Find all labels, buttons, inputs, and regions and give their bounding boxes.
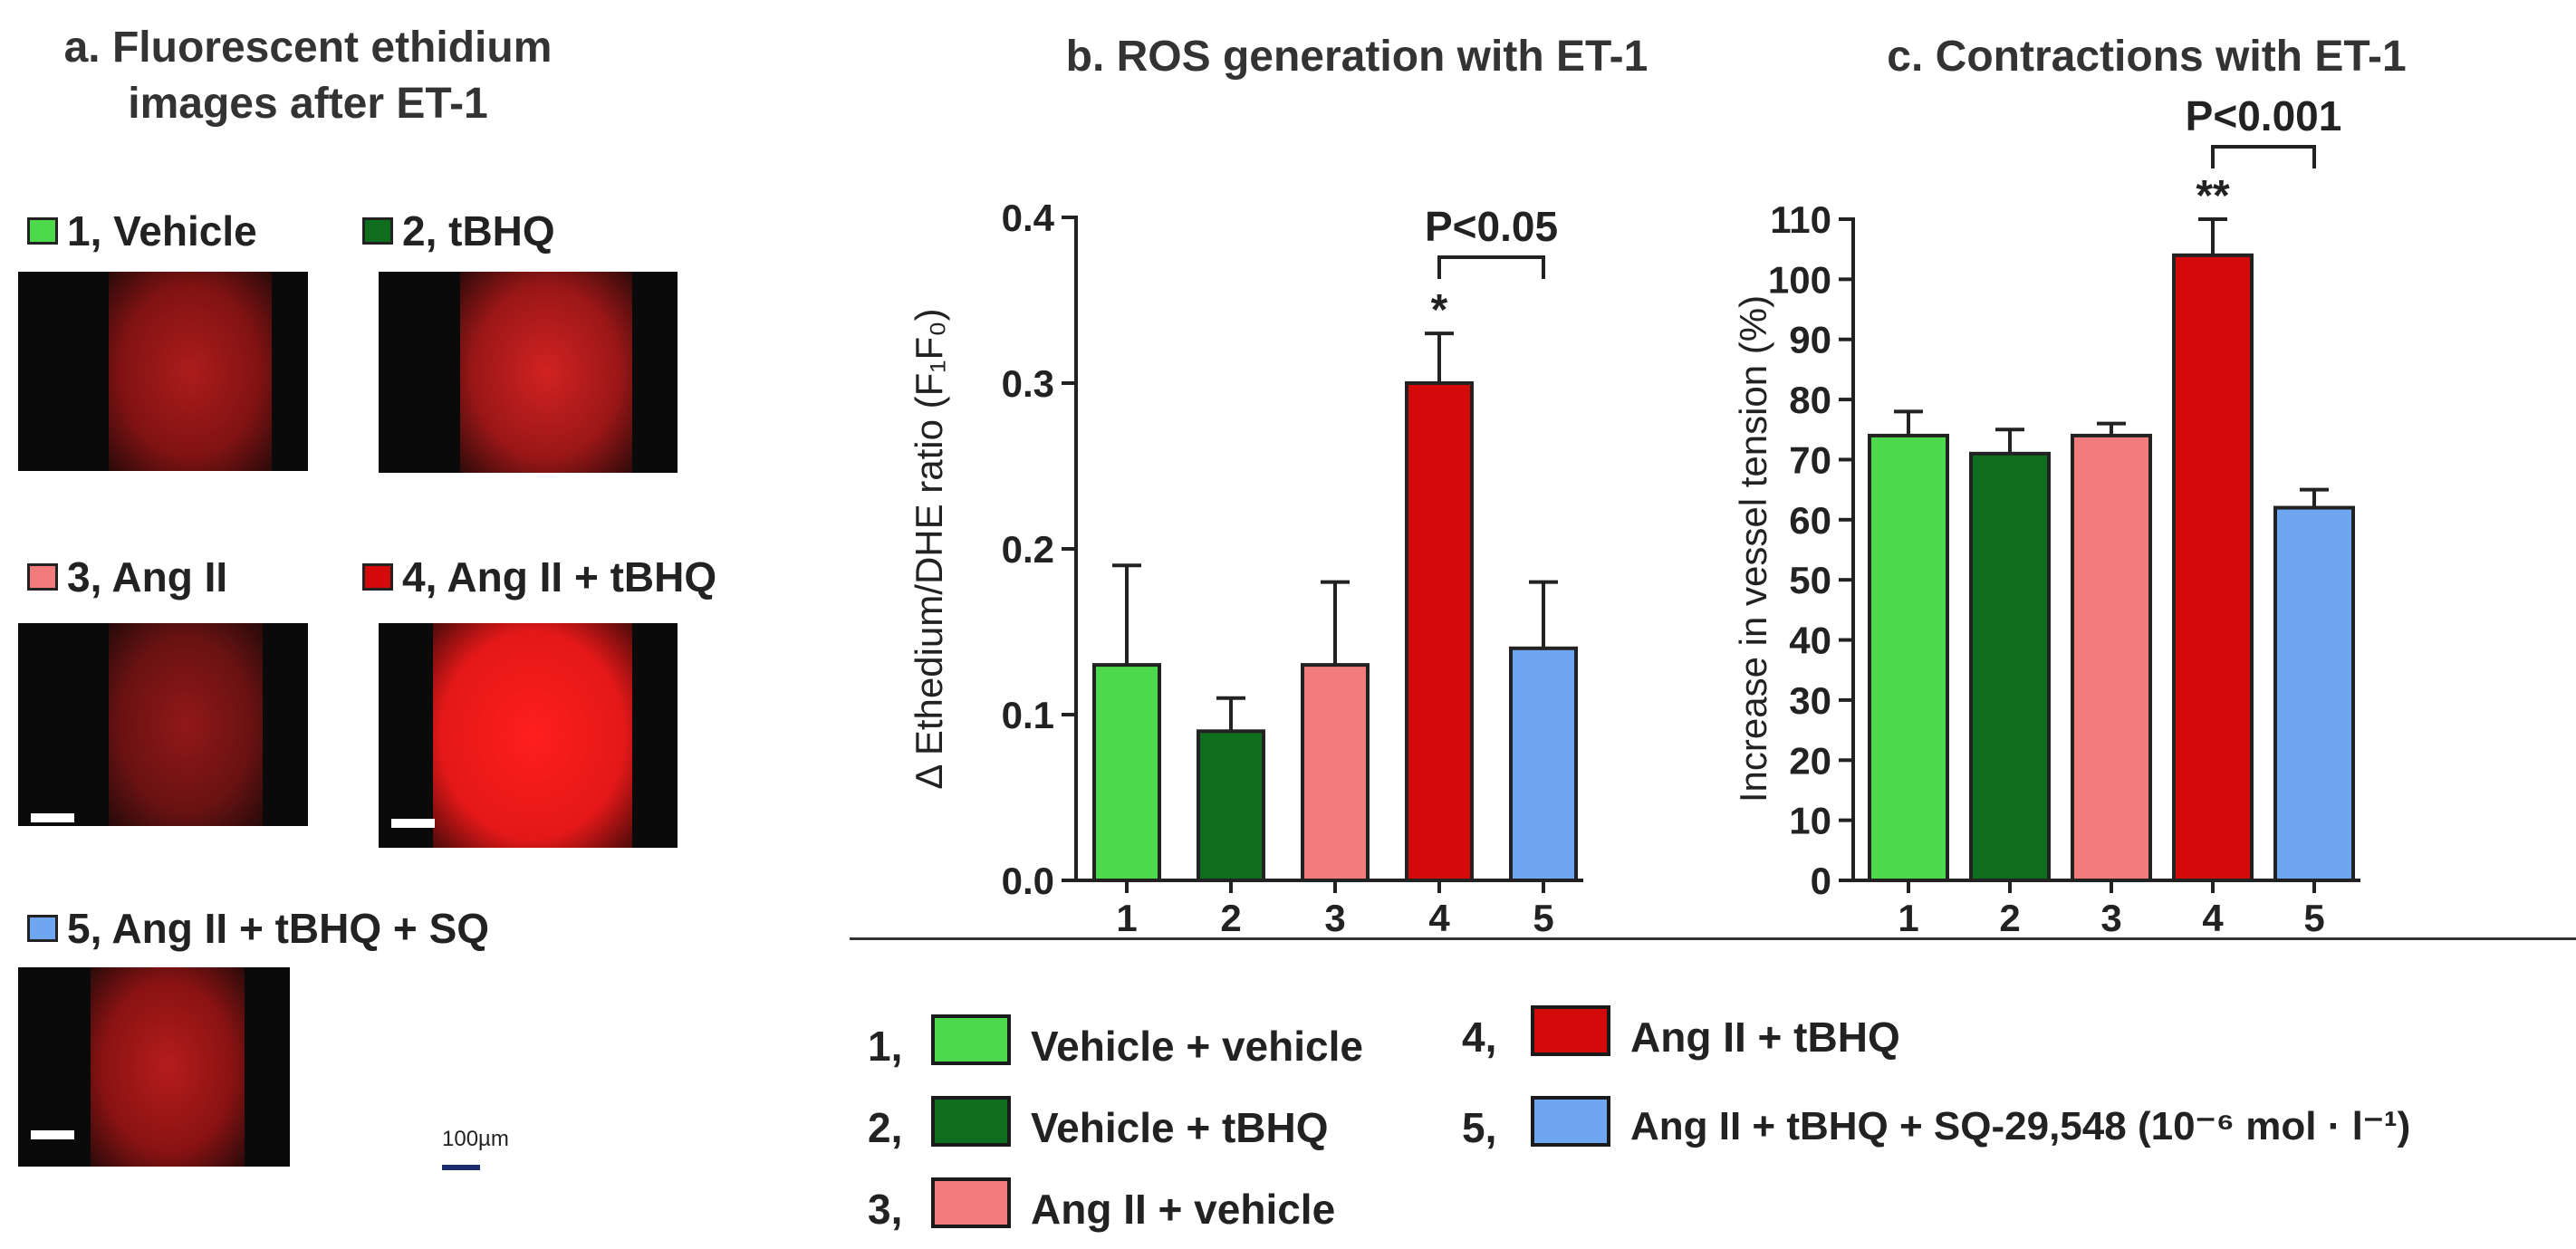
ethidium-band (109, 272, 272, 471)
legend-swatch-4 (1531, 1005, 1610, 1056)
bar (1969, 451, 2051, 882)
legend-label-4: Ang II + tBHQ (1630, 1014, 1900, 1061)
legend-label-1: Vehicle + vehicle (1031, 1023, 1363, 1070)
y-tick-label: 80 (1789, 379, 1831, 421)
bar (1092, 663, 1161, 882)
micrograph-2 (379, 272, 678, 473)
legend-swatch-2 (931, 1096, 1011, 1147)
x-tick-label: 3 (2100, 897, 2121, 939)
bar (1868, 433, 1949, 882)
y-tick-label: 20 (1789, 739, 1831, 782)
x-tick-label: 4 (1428, 897, 1450, 939)
bar (2172, 253, 2254, 882)
micrograph-3 (18, 623, 308, 826)
y-tick-label: 50 (1789, 559, 1831, 601)
y-tick-label: 0.2 (1002, 528, 1054, 571)
y-tick-label: 10 (1789, 800, 1831, 842)
y-tick-label: 30 (1789, 679, 1831, 722)
image-label-1: 1, Vehicle (27, 207, 257, 255)
swatch-angii (27, 563, 58, 591)
scale-bar (391, 819, 435, 828)
ethidium-band (91, 967, 245, 1167)
y-tick-label: 0 (1811, 860, 1831, 902)
p-value-label: P<0.05 (1425, 203, 1558, 250)
legend-num-3: 3, (868, 1186, 903, 1233)
x-tick-label: 2 (1999, 897, 2020, 939)
y-tick-label: 0.0 (1002, 860, 1054, 902)
x-tick-label: 5 (1533, 897, 1553, 939)
x-tick-label: 4 (2202, 897, 2224, 939)
swatch-angii-tbhq-sq (27, 915, 58, 942)
chart-title: b. ROS generation with ET-1 (1066, 33, 1648, 81)
micrograph-5 (18, 967, 290, 1167)
ethidium-band (433, 623, 632, 848)
image-label-3-text: 3, Ang II (67, 553, 228, 600)
y-tick-label: 100 (1768, 258, 1831, 301)
chart-title: c. Contractions with ET-1 (1887, 33, 2406, 81)
scale-bar (31, 1130, 74, 1139)
scale-legend-bar (442, 1165, 480, 1170)
panel-a-title-line1: a. Fluorescent ethidium (63, 24, 553, 72)
bar (1197, 729, 1265, 882)
panel-a-title-line2: images after ET-1 (128, 80, 488, 128)
swatch-angii-tbhq (362, 563, 393, 591)
legend-swatch-1 (931, 1014, 1011, 1065)
image-label-1-text: 1, Vehicle (67, 207, 257, 255)
y-tick-label: 110 (1770, 198, 1831, 241)
image-label-5-text: 5, Ang II + tBHQ + SQ (67, 905, 490, 952)
x-tick-label: 1 (1898, 897, 1918, 939)
image-label-2: 2, tBHQ (362, 207, 555, 255)
image-label-4-text: 4, Ang II + tBHQ (402, 553, 717, 600)
y-axis-label: Δ Ethedium/DHE ratio (F₁F₀) (908, 308, 950, 789)
ethidium-band (460, 272, 632, 473)
x-tick-label: 5 (2303, 897, 2324, 939)
legend-swatch-5 (1531, 1096, 1610, 1147)
swatch-vehicle (27, 217, 58, 245)
legend-num-2: 2, (868, 1104, 903, 1151)
legend-label-2: Vehicle + tBHQ (1031, 1104, 1329, 1151)
bar (1301, 663, 1370, 882)
y-tick-label: 90 (1789, 319, 1831, 361)
significance-marker: * (1431, 286, 1448, 334)
y-axis-label: Increase in vessel tension (%) (1732, 295, 1774, 802)
panel-a-title: a. Fluorescent ethidium images after ET-… (18, 20, 598, 132)
scale-legend-text: 100µm (442, 1127, 509, 1151)
y-tick-label: 0.3 (1002, 362, 1054, 405)
scale-legend: 100µm (442, 1127, 509, 1170)
bar (2071, 433, 2152, 882)
p-value-label: P<0.001 (2186, 92, 2342, 139)
image-label-3: 3, Ang II (27, 552, 227, 601)
scale-bar (31, 813, 74, 822)
legend-num-5: 5, (1462, 1104, 1497, 1151)
legend-separator (850, 937, 2576, 940)
x-tick-label: 3 (1324, 897, 1345, 939)
bar (2273, 505, 2355, 883)
y-tick-label: 70 (1789, 438, 1831, 481)
legend-swatch-3 (931, 1177, 1011, 1228)
significance-marker: ** (2196, 172, 2230, 220)
legend-label-5: Ang II + tBHQ + SQ-29,548 (10⁻⁶ mol · l⁻… (1630, 1104, 2411, 1148)
y-tick-label: 0.4 (1002, 197, 1055, 239)
ethidium-band (109, 623, 263, 826)
bar (1405, 381, 1474, 882)
legend-num-4: 4, (1462, 1014, 1497, 1061)
x-tick-label: 1 (1116, 897, 1137, 939)
y-tick-label: 0.1 (1002, 694, 1054, 736)
significance-bracket (2211, 145, 2316, 168)
micrograph-1 (18, 272, 308, 471)
micrograph-4 (379, 623, 678, 848)
image-label-5: 5, Ang II + tBHQ + SQ (27, 904, 489, 953)
legend-label-3: Ang II + vehicle (1031, 1186, 1336, 1233)
significance-bracket (1437, 255, 1545, 279)
legend-num-1: 1, (868, 1023, 903, 1070)
swatch-vehicle-tbhq (362, 217, 393, 245)
y-tick-label: 40 (1789, 620, 1831, 662)
bar (1509, 646, 1578, 882)
y-tick-label: 60 (1789, 499, 1831, 542)
x-tick-label: 2 (1220, 897, 1241, 939)
image-label-2-text: 2, tBHQ (402, 207, 555, 255)
image-label-4: 4, Ang II + tBHQ (362, 552, 716, 601)
